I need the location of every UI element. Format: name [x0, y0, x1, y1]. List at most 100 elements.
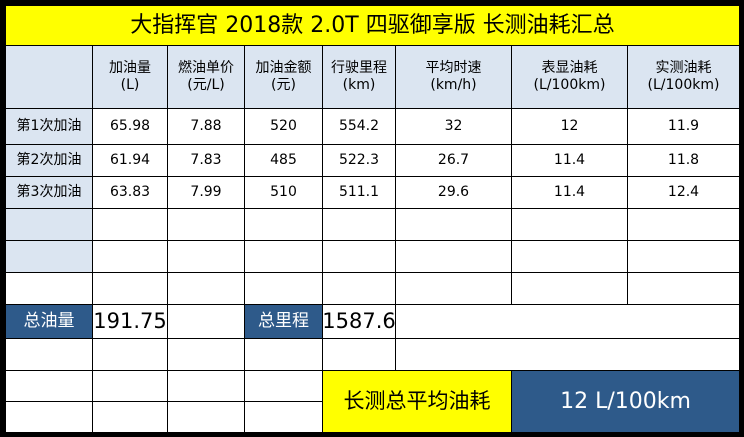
- value-cell: 7.99: [167, 176, 245, 209]
- value-cell: 12.4: [627, 176, 740, 209]
- text-line: 行驶里程: [331, 60, 387, 76]
- value-cell: 511.1: [322, 176, 396, 209]
- text-line: 表显油耗: [541, 60, 598, 76]
- empty-cell: [167, 370, 245, 402]
- text-line: (L/100km): [533, 77, 606, 93]
- value-cell: 63.83: [92, 176, 168, 209]
- text-line: 加油金额: [255, 60, 312, 76]
- value-cell: 11.9: [627, 108, 740, 145]
- empty-cell: [627, 208, 740, 241]
- empty-cell: [395, 304, 740, 339]
- empty-cell: [167, 208, 245, 241]
- text-line: (km/h): [430, 77, 477, 93]
- empty-cell: [627, 272, 740, 305]
- empty-cell: [5, 272, 93, 305]
- empty-cell: [167, 401, 245, 433]
- value-cell: 485: [244, 144, 323, 177]
- empty-cell: [244, 370, 323, 402]
- empty-cell: [92, 208, 168, 241]
- empty-cell: [92, 240, 168, 273]
- empty-cell: [92, 370, 168, 402]
- value-cell: 554.2: [322, 108, 396, 145]
- text-line: (元): [271, 77, 296, 93]
- empty-cell: [322, 208, 396, 241]
- empty-cell: [511, 272, 628, 305]
- value-cell: 32: [395, 108, 512, 145]
- average-label: 长测总平均油耗: [322, 370, 512, 433]
- column-header: 行驶里程 (km): [322, 45, 396, 109]
- text-line: 实测油耗: [655, 60, 712, 76]
- column-header: 加油量 (L): [92, 45, 168, 109]
- total-distance-label: 总里程: [244, 304, 323, 339]
- header-corner: [5, 45, 93, 109]
- empty-cell: [322, 240, 396, 273]
- cell-text: 行驶里程 (km): [331, 60, 387, 94]
- value-cell: 12: [511, 108, 628, 145]
- empty-cell: [322, 338, 396, 371]
- empty-cell: [5, 370, 93, 402]
- empty-cell: [92, 272, 168, 305]
- empty-cell: [167, 240, 245, 273]
- value-cell: 7.83: [167, 144, 245, 177]
- value-cell: 510: [244, 176, 323, 209]
- cell-text: 实测油耗 (L/100km): [648, 60, 720, 94]
- empty-cell: [322, 272, 396, 305]
- empty-cell: [395, 338, 740, 371]
- total-fuel-label: 总油量: [5, 304, 93, 339]
- title: 大指挥官 2018款 2.0T 四驱御享版 长测油耗汇总: [5, 5, 740, 46]
- empty-cell: [244, 338, 323, 371]
- text-line: (L/100km): [647, 77, 720, 93]
- value-cell: 61.94: [92, 144, 168, 177]
- row-label: 第1次加油: [5, 108, 93, 145]
- column-header: 实测油耗 (L/100km): [627, 45, 740, 109]
- text-line: 燃油单价: [178, 60, 234, 76]
- row-label: 第2次加油: [5, 144, 93, 177]
- empty-cell: [167, 272, 245, 305]
- empty-cell: [395, 240, 512, 273]
- empty-cell: [5, 338, 93, 371]
- cell-text: 加油量 (L): [109, 60, 151, 94]
- value-cell: 522.3: [322, 144, 396, 177]
- cell-text: 平均时速 (km/h): [426, 60, 482, 94]
- empty-cell: [167, 304, 245, 339]
- text-line: (km): [342, 77, 376, 93]
- empty-cell: [244, 240, 323, 273]
- column-header: 表显油耗 (L/100km): [511, 45, 628, 109]
- text-line: 加油量: [109, 60, 151, 76]
- text-line: 平均时速: [425, 60, 482, 76]
- average-value: 12 L/100km: [511, 370, 740, 433]
- column-header: 加油金额 (元): [244, 45, 323, 109]
- value-cell: 65.98: [92, 108, 168, 145]
- row-label: 第3次加油: [5, 176, 93, 209]
- column-header: 平均时速 (km/h): [395, 45, 512, 109]
- value-cell: 7.88: [167, 108, 245, 145]
- value-cell: 29.6: [395, 176, 512, 209]
- column-header: 燃油单价 (元/L): [167, 45, 245, 109]
- text-line: (元/L): [187, 77, 225, 93]
- total-fuel-value: 191.75: [92, 304, 168, 339]
- value-cell: 11.4: [511, 176, 628, 209]
- empty-cell: [395, 272, 512, 305]
- empty-cell: [244, 401, 323, 433]
- empty-cell: [92, 401, 168, 433]
- empty-cell: [395, 208, 512, 241]
- cell-text: 加油金额 (元): [256, 60, 312, 94]
- empty-cell: [5, 240, 93, 273]
- empty-cell: [92, 338, 168, 371]
- value-cell: 11.8: [627, 144, 740, 177]
- empty-cell: [5, 208, 93, 241]
- empty-cell: [511, 208, 628, 241]
- empty-cell: [167, 338, 245, 371]
- cell-text: 燃油单价 (元/L): [178, 60, 234, 94]
- empty-cell: [244, 208, 323, 241]
- empty-cell: [511, 240, 628, 273]
- value-cell: 26.7: [395, 144, 512, 177]
- empty-cell: [5, 401, 93, 433]
- empty-cell: [627, 240, 740, 273]
- text-line: (L): [120, 77, 140, 93]
- empty-cell: [244, 272, 323, 305]
- value-cell: 11.4: [511, 144, 628, 177]
- total-distance-value: 1587.6: [322, 304, 396, 339]
- value-cell: 520: [244, 108, 323, 145]
